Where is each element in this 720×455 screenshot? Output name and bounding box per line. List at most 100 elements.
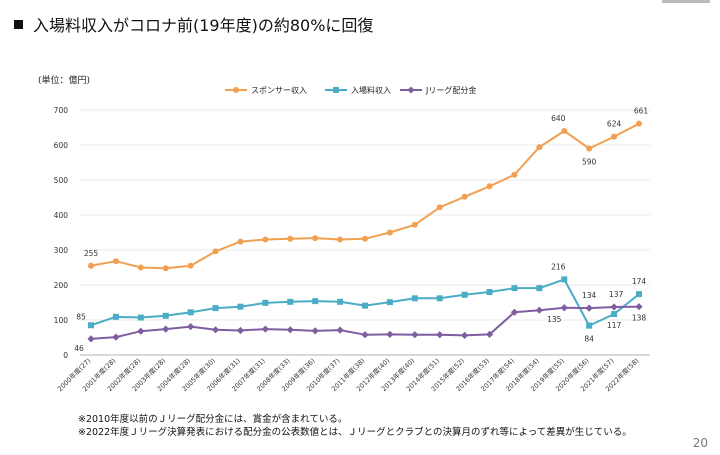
page-number: 20 [692,436,708,450]
y-tick-label: 200 [54,281,69,290]
y-tick-label: 0 [63,351,68,360]
data-point [211,326,220,334]
data-label: 174 [632,277,647,286]
unit-label: (単位：億円) [38,76,91,86]
data-point [636,120,642,127]
data-label: 46 [74,344,84,353]
data-point [461,291,468,298]
data-point [362,235,368,242]
data-point [461,193,468,200]
footnote: ※2022年度Ｊリーグ決算発表における配分金の公表数値とは、Ｊリーグとクラブとの… [78,427,632,438]
y-tick-label: 300 [54,246,69,255]
data-point [510,308,519,316]
data-point [560,304,568,312]
data-point [611,133,618,140]
data-label: 137 [609,290,624,299]
data-point [311,327,319,335]
data-point [610,303,618,311]
data-label: 85 [76,312,86,321]
data-point [137,314,144,321]
data-label: 134 [582,291,597,300]
data-point [162,265,169,272]
data-point [88,262,94,269]
data-point [561,276,568,283]
data-point [485,330,494,338]
data-point [486,183,493,190]
legend-label: スポンサー収入 [251,85,307,95]
data-point [585,304,593,312]
data-point [237,303,244,310]
data-label: 117 [607,321,622,330]
data-point [261,325,269,333]
data-point [236,326,245,335]
data-point [411,331,419,339]
data-point [212,305,219,312]
data-point [112,313,119,320]
legend-label: Jリーグ配分金 [425,85,476,95]
data-point [262,299,269,306]
data-point [286,326,294,334]
y-tick-label: 700 [54,106,69,115]
y-tick-label: 400 [54,211,69,220]
data-point [411,295,418,302]
data-point [511,171,518,178]
data-point [386,229,393,236]
title-bullet [14,20,23,29]
data-point [461,331,469,339]
data-label: 216 [551,262,566,271]
footnotes: ※2010年度以前のＪリーグ配分金には、賞金が含まれている。 ※2022年度Ｊリ… [78,413,632,439]
data-point [336,326,344,334]
data-point [511,285,518,292]
data-point [87,335,95,343]
data-point [337,298,344,305]
data-point [162,312,169,319]
data-point [137,327,145,335]
data-point [536,144,543,151]
data-point [287,298,294,305]
data-point [262,236,269,243]
data-point [535,306,543,314]
data-point [436,204,443,211]
y-tick-label: 100 [54,316,69,325]
data-point [386,330,394,338]
data-point [611,311,618,318]
data-point [88,322,94,329]
data-point [312,298,319,305]
data-point [237,238,244,245]
data-point [486,289,493,295]
data-point [536,285,543,292]
data-point [312,235,319,242]
data-label: 138 [632,314,647,323]
data-label: 135 [547,315,562,324]
data-point [112,333,120,341]
data-point [187,323,195,331]
data-point [436,295,443,302]
data-label: 661 [634,107,649,116]
y-tick-label: 600 [54,141,69,150]
data-point [162,325,170,333]
data-point [287,235,294,242]
page-title: 入場料収入がコロナ前(19年度)の約80%に回復 [14,12,373,36]
data-point [362,302,368,309]
data-point [361,331,369,339]
page-title-text: 入場料収入がコロナ前(19年度)の約80%に回復 [33,16,374,35]
data-point [586,322,593,329]
data-point [561,128,568,134]
data-point [411,221,418,228]
data-point [586,145,593,152]
legend-swatch-marker [333,87,339,93]
data-point [635,303,643,311]
data-label: 255 [84,249,99,258]
data-point [636,291,642,298]
legend-swatch-marker [233,87,239,93]
data-point [337,236,344,243]
data-point [187,309,194,316]
legend-label: 入場料収入 [351,85,391,95]
footnote: ※2010年度以前のＪリーグ配分金には、賞金が含まれている。 [78,414,348,425]
data-point [137,264,144,271]
data-label: 590 [582,158,597,167]
data-label: 640 [551,114,566,123]
data-label: 84 [584,335,594,344]
y-tick-label: 500 [54,176,69,185]
